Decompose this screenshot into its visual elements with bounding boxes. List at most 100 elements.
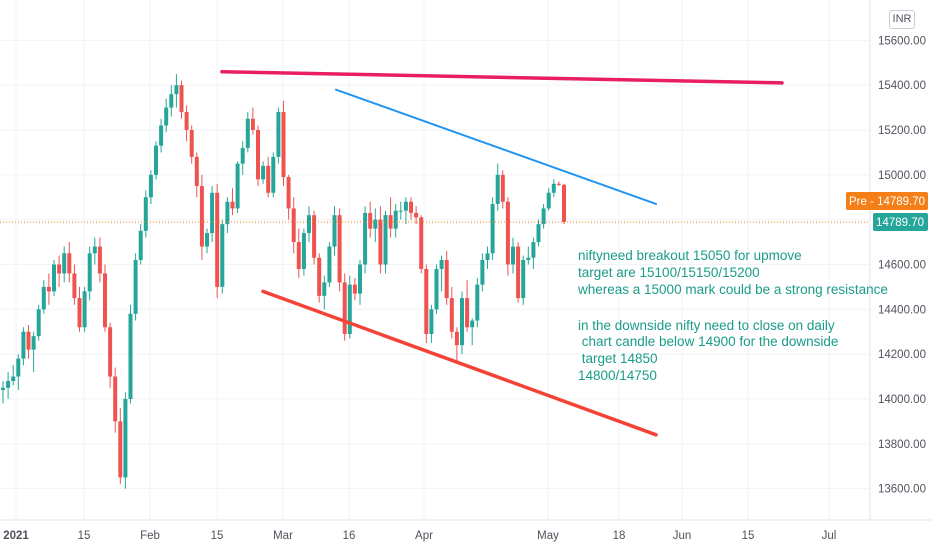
candle (317, 253, 322, 303)
candle (16, 354, 21, 390)
last-price-badge (873, 212, 928, 231)
candle (220, 219, 225, 294)
candle-body (434, 268, 439, 310)
trendlines[interactable] (220, 69, 784, 437)
annotation-line-2: target are 15100/15150/15200 (578, 265, 760, 280)
candle (199, 174, 204, 260)
candle-body (113, 376, 118, 422)
time-axis[interactable]: 2021 15 Feb 15 Mar 16 Apr May 18 Jun 15 Jul (3, 530, 836, 542)
grid (0, 0, 870, 520)
candle-body (159, 125, 164, 146)
price-tick-label: 15000.00 (878, 170, 926, 182)
candle-body (414, 212, 419, 218)
candle-body (337, 215, 342, 283)
trendline-channel-top[interactable] (335, 88, 657, 205)
candle (138, 224, 143, 265)
candle (301, 228, 306, 276)
candle-body (62, 253, 67, 274)
candle-body (332, 215, 337, 247)
candle (123, 392, 128, 489)
annotation-line-5: chart candle below 14900 for the downsid… (578, 334, 839, 349)
candle-body (541, 208, 546, 225)
candle-body (424, 268, 429, 334)
candle (490, 197, 495, 260)
candle (169, 85, 174, 117)
candle (419, 215, 424, 274)
candle (215, 183, 220, 299)
candle (164, 98, 169, 133)
candle (225, 197, 230, 234)
candle (103, 264, 107, 332)
candle (429, 304, 434, 343)
price-tick-label: 14400.00 (878, 304, 926, 316)
candle-body (205, 233, 209, 247)
currency-badge[interactable]: INR (889, 10, 915, 29)
candle-body (551, 183, 556, 193)
candle (393, 203, 398, 238)
candle (516, 242, 521, 303)
candle-body (490, 203, 495, 254)
time-tick-label: 15 (78, 530, 91, 542)
candle-body (46, 286, 51, 292)
annotation-line-3: whereas a 15000 mark could be a strong r… (578, 282, 888, 297)
candle (108, 322, 113, 388)
candle-body (169, 94, 174, 108)
candle (439, 255, 444, 292)
candle (21, 327, 26, 366)
price-tick-label: 14200.00 (878, 349, 926, 361)
candle (485, 246, 490, 269)
candle (526, 246, 531, 265)
candle (368, 201, 373, 238)
candle (460, 291, 464, 355)
candle (562, 183, 566, 225)
candle (398, 201, 403, 220)
candle (511, 237, 515, 274)
price-axis[interactable]: 15800.00 15600.00 15400.00 15200.00 15000.00… (878, 0, 926, 496)
candle (118, 407, 123, 485)
candle-body (439, 260, 444, 269)
candle-body (128, 313, 133, 399)
candle-body (495, 174, 500, 204)
candle-body (189, 130, 194, 157)
price-tick-label: 15400.00 (878, 80, 926, 92)
candle (26, 325, 31, 359)
candle (551, 179, 556, 198)
candle-body (449, 298, 454, 332)
candle-body (194, 156, 199, 187)
candle-body (271, 156, 276, 193)
candle (143, 190, 148, 238)
candle (409, 197, 413, 220)
price-tick-label: 13800.00 (878, 439, 926, 451)
candle-body (164, 107, 169, 126)
trendline-resistance[interactable] (220, 69, 784, 85)
candle-body (500, 174, 505, 202)
candle (46, 273, 51, 305)
candle (31, 331, 36, 373)
candle-body (546, 192, 551, 209)
price-tick-label: 15600.00 (878, 35, 926, 47)
candle-body (296, 242, 301, 269)
candle (470, 318, 475, 346)
candle (444, 251, 449, 305)
candle-body (286, 177, 291, 209)
candle-body (92, 246, 97, 254)
candle-body (419, 217, 424, 269)
candle (332, 206, 337, 256)
time-tick-label: 2021 (3, 530, 29, 542)
candle (87, 246, 92, 301)
candle (541, 203, 546, 229)
candle-body (516, 246, 521, 299)
candle-body (72, 273, 77, 299)
candle (57, 255, 62, 287)
candle-body (225, 201, 230, 225)
candle (347, 275, 352, 339)
candle-body (154, 145, 158, 175)
candle (11, 365, 16, 386)
candle-body (536, 224, 541, 243)
candle (148, 170, 153, 204)
candle-body (118, 421, 123, 478)
time-tick-label: 18 (613, 530, 626, 542)
trendline-channel-bottom[interactable] (261, 289, 658, 437)
